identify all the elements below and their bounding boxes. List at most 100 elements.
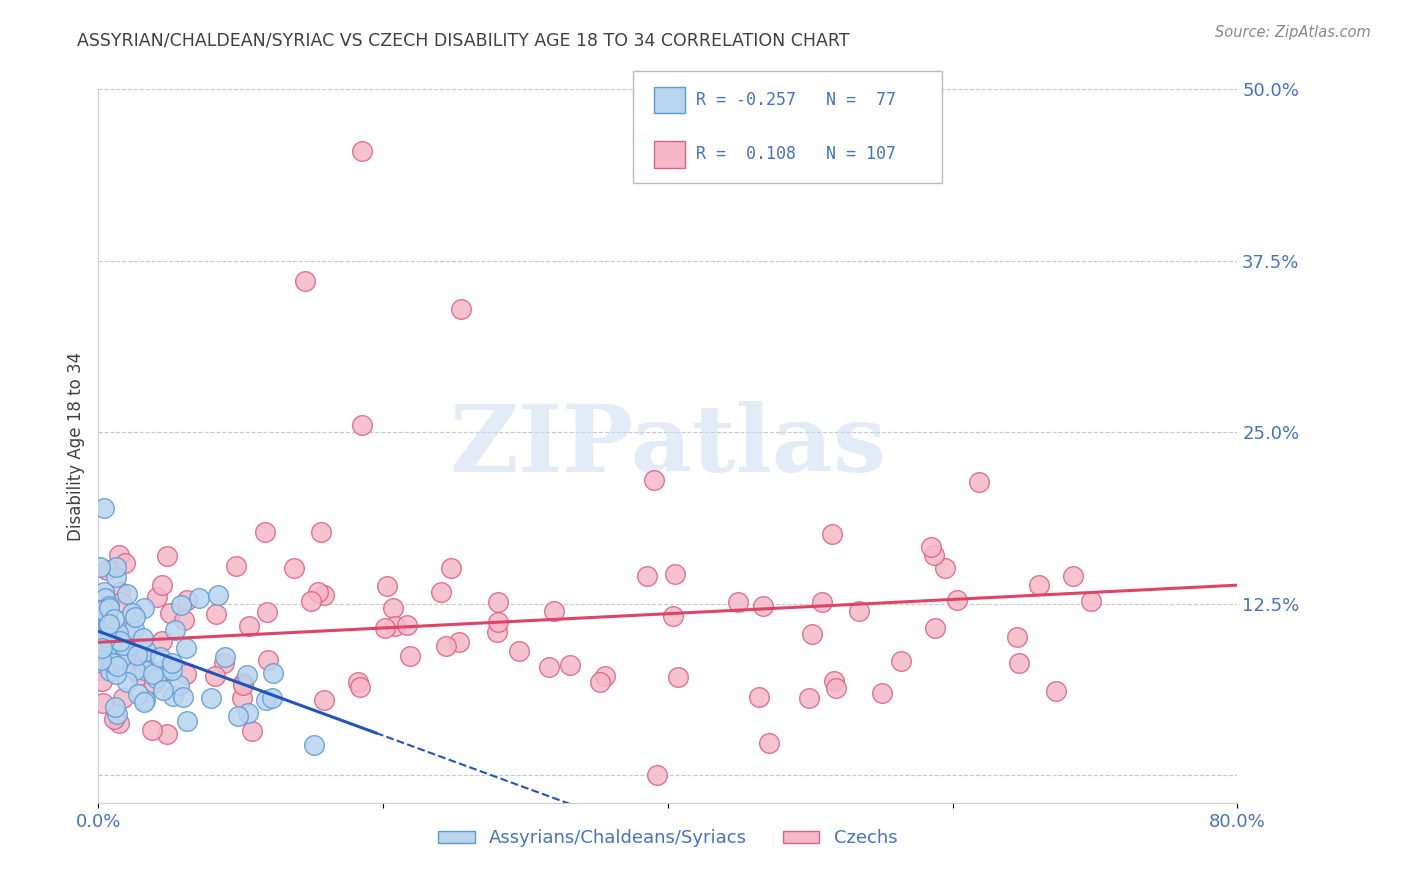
Point bbox=[558, 658, 581, 673]
Point bbox=[141, 723, 163, 738]
Point bbox=[104, 699, 127, 714]
Point bbox=[821, 527, 844, 541]
Point bbox=[314, 588, 336, 602]
Point bbox=[97, 638, 120, 652]
Point bbox=[91, 641, 114, 656]
Point bbox=[96, 648, 118, 662]
Point bbox=[141, 666, 163, 681]
Point bbox=[350, 418, 373, 433]
Point bbox=[117, 587, 139, 601]
Point bbox=[508, 644, 530, 658]
Point bbox=[593, 669, 616, 683]
Point bbox=[91, 674, 114, 689]
Point bbox=[90, 637, 112, 651]
Point bbox=[104, 666, 127, 681]
Point bbox=[232, 678, 254, 692]
Point bbox=[1005, 630, 1028, 644]
Point bbox=[111, 638, 134, 652]
Point bbox=[112, 690, 135, 705]
Point bbox=[105, 570, 128, 584]
Point bbox=[160, 664, 183, 678]
Point bbox=[429, 584, 451, 599]
Point bbox=[1028, 577, 1050, 591]
Point bbox=[117, 624, 139, 639]
Point bbox=[283, 561, 305, 575]
Point bbox=[107, 626, 129, 640]
Point bbox=[167, 678, 190, 692]
Point bbox=[254, 693, 277, 707]
Point bbox=[96, 634, 118, 648]
Point bbox=[110, 634, 132, 648]
Point bbox=[115, 675, 138, 690]
Point bbox=[350, 144, 373, 158]
Point bbox=[170, 598, 193, 612]
Point bbox=[235, 667, 257, 681]
Point bbox=[173, 613, 195, 627]
Point bbox=[176, 592, 198, 607]
Point bbox=[107, 716, 129, 731]
Point bbox=[89, 663, 111, 677]
Point bbox=[172, 690, 194, 705]
Point bbox=[105, 659, 128, 673]
Point bbox=[643, 473, 665, 487]
Point bbox=[486, 625, 509, 640]
Point bbox=[589, 674, 612, 689]
Point bbox=[128, 667, 150, 681]
Point bbox=[486, 615, 509, 629]
Point bbox=[93, 500, 115, 515]
Point bbox=[103, 712, 125, 726]
Point bbox=[447, 635, 470, 649]
Point bbox=[374, 621, 396, 635]
Point bbox=[752, 599, 775, 613]
Point bbox=[299, 594, 322, 608]
Point bbox=[384, 619, 406, 633]
Point bbox=[748, 690, 770, 704]
Point bbox=[347, 674, 370, 689]
Point bbox=[240, 724, 263, 739]
Point bbox=[797, 690, 820, 705]
Point bbox=[848, 604, 870, 618]
Point bbox=[1045, 683, 1067, 698]
Point bbox=[98, 664, 121, 678]
Point bbox=[314, 692, 336, 706]
Point bbox=[395, 618, 418, 632]
Point bbox=[89, 624, 111, 638]
Point bbox=[434, 639, 457, 653]
Point bbox=[134, 601, 156, 615]
Point bbox=[254, 525, 277, 540]
Point bbox=[156, 549, 179, 564]
Point bbox=[207, 588, 229, 602]
Point bbox=[110, 595, 132, 609]
Point bbox=[103, 612, 125, 626]
Point bbox=[307, 585, 329, 599]
Point bbox=[150, 578, 173, 592]
Point bbox=[1008, 657, 1031, 671]
Point bbox=[187, 591, 209, 606]
Point bbox=[382, 601, 405, 615]
Point bbox=[94, 630, 117, 644]
Point bbox=[165, 623, 187, 637]
Point bbox=[97, 606, 120, 620]
Y-axis label: Disability Age 18 to 34: Disability Age 18 to 34 bbox=[67, 351, 86, 541]
Text: ZIPatlas: ZIPatlas bbox=[450, 401, 886, 491]
Point bbox=[93, 584, 115, 599]
Point bbox=[825, 681, 848, 696]
Point bbox=[662, 608, 685, 623]
Point bbox=[124, 610, 146, 624]
Point bbox=[97, 599, 120, 614]
Point bbox=[226, 708, 249, 723]
Point bbox=[104, 559, 127, 574]
Point bbox=[924, 621, 946, 635]
Point bbox=[89, 559, 111, 574]
Point bbox=[97, 617, 120, 632]
Point bbox=[309, 524, 332, 539]
Point bbox=[934, 561, 956, 575]
Text: Source: ZipAtlas.com: Source: ZipAtlas.com bbox=[1215, 25, 1371, 40]
Point bbox=[127, 687, 149, 701]
Point bbox=[262, 691, 284, 706]
Point bbox=[96, 661, 118, 675]
Point bbox=[90, 653, 112, 667]
Point bbox=[145, 671, 167, 685]
Point bbox=[160, 656, 183, 670]
Point bbox=[159, 606, 181, 620]
